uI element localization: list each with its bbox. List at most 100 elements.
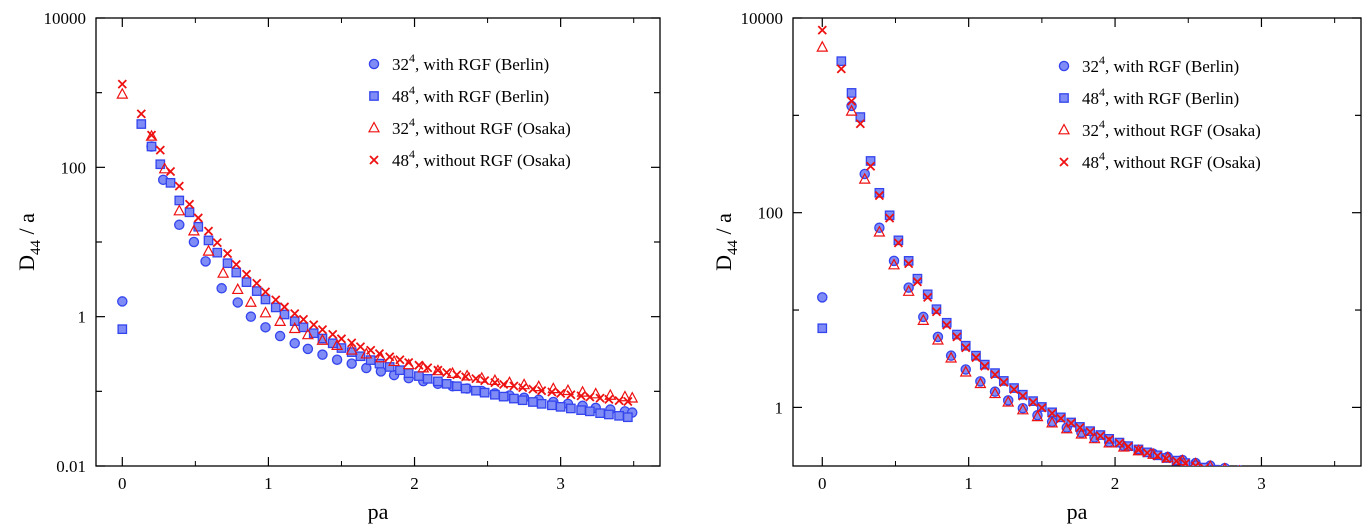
data-point bbox=[222, 248, 233, 259]
data-point bbox=[231, 259, 241, 270]
data-point bbox=[187, 224, 200, 236]
data-point bbox=[1209, 464, 1220, 466]
data-point bbox=[555, 401, 566, 412]
data-point bbox=[317, 325, 328, 335]
data-point bbox=[212, 247, 223, 258]
data-point bbox=[817, 25, 827, 35]
data-point bbox=[1142, 448, 1152, 458]
y-tick-label: 100 bbox=[758, 204, 784, 223]
data-point bbox=[270, 302, 281, 313]
data-point bbox=[395, 365, 405, 376]
legend-label: 484, without RGF (Osaka) bbox=[392, 147, 571, 170]
data-point bbox=[1085, 427, 1095, 437]
data-point bbox=[251, 286, 262, 296]
data-point bbox=[355, 351, 366, 362]
legend-marker bbox=[1057, 123, 1071, 135]
data-point bbox=[260, 322, 271, 333]
data-point bbox=[1210, 465, 1219, 466]
y-tick-label: 10000 bbox=[741, 9, 784, 28]
data-point bbox=[1104, 434, 1114, 445]
data-point bbox=[1037, 403, 1047, 413]
data-point bbox=[1075, 422, 1085, 433]
data-point bbox=[212, 238, 222, 248]
data-point bbox=[604, 394, 614, 405]
data-point bbox=[1329, 480, 1338, 489]
data-point bbox=[174, 219, 185, 231]
data-point bbox=[893, 238, 904, 248]
data-point bbox=[274, 314, 287, 326]
data-point bbox=[117, 79, 127, 89]
data-point bbox=[441, 378, 452, 389]
data-point bbox=[576, 391, 586, 401]
data-point bbox=[585, 392, 595, 402]
data-point bbox=[347, 338, 357, 348]
data-point bbox=[942, 320, 952, 330]
data-point bbox=[576, 405, 586, 415]
data-point bbox=[974, 376, 987, 389]
legend-label: 324, without RGF (Osaka) bbox=[392, 115, 571, 138]
data-point bbox=[1292, 475, 1302, 484]
data-point bbox=[217, 266, 230, 278]
data-point bbox=[260, 294, 271, 305]
data-point bbox=[231, 267, 242, 278]
data-points bbox=[816, 25, 1338, 493]
data-point bbox=[858, 172, 871, 184]
data-point bbox=[431, 364, 444, 376]
legend-marker bbox=[369, 155, 379, 165]
data-point bbox=[1046, 416, 1059, 428]
data-point bbox=[452, 381, 462, 392]
data-point bbox=[117, 324, 128, 335]
data-point bbox=[384, 362, 395, 372]
data-point bbox=[1321, 479, 1330, 488]
data-point bbox=[433, 365, 443, 375]
data-point bbox=[1287, 481, 1295, 489]
data-point bbox=[331, 354, 343, 365]
data-point bbox=[271, 295, 281, 305]
data-point bbox=[836, 56, 847, 67]
data-point bbox=[1307, 477, 1316, 486]
right-panel: 0 1 2 3 1 100 10000 pa D44 / a 324, with RGF (Ber… bbox=[711, 9, 1362, 524]
data-point bbox=[471, 373, 481, 384]
data-point bbox=[614, 396, 624, 406]
data-point bbox=[317, 349, 328, 360]
data-point bbox=[1230, 470, 1238, 478]
data-point bbox=[202, 244, 215, 256]
data-point bbox=[1199, 463, 1209, 466]
data-point bbox=[971, 350, 981, 361]
data-point bbox=[960, 340, 971, 351]
data-point bbox=[556, 388, 566, 398]
data-point bbox=[1047, 408, 1057, 418]
data-point bbox=[1306, 477, 1316, 486]
data-point bbox=[308, 328, 319, 339]
data-point bbox=[345, 343, 358, 355]
data-point bbox=[1325, 485, 1333, 493]
data-point bbox=[1132, 444, 1145, 456]
data-point bbox=[385, 352, 395, 362]
data-point bbox=[1220, 462, 1230, 466]
data-point bbox=[1095, 431, 1106, 441]
data-point bbox=[289, 316, 300, 327]
data-point bbox=[614, 410, 624, 421]
data-point bbox=[990, 368, 1000, 378]
data-point bbox=[184, 199, 195, 209]
plot-frame bbox=[792, 17, 1362, 467]
data-point bbox=[328, 329, 338, 339]
data-point bbox=[931, 333, 944, 345]
data-point bbox=[232, 297, 243, 308]
data-point bbox=[374, 348, 385, 359]
data-point bbox=[888, 258, 901, 270]
data-point bbox=[403, 368, 414, 379]
x-tick-label: 2 bbox=[410, 474, 419, 493]
data-point bbox=[903, 256, 914, 266]
data-point bbox=[509, 381, 519, 391]
data-point bbox=[931, 304, 942, 315]
legend-label: 484, without RGF (Osaka) bbox=[1082, 149, 1261, 172]
data-point bbox=[241, 277, 252, 287]
data-point bbox=[1060, 422, 1073, 434]
data-point bbox=[1002, 395, 1015, 407]
legend-marker bbox=[1059, 93, 1069, 103]
x-tick-label: 0 bbox=[118, 474, 127, 493]
data-point bbox=[595, 393, 605, 403]
data-point bbox=[846, 96, 857, 106]
data-point bbox=[260, 287, 271, 297]
